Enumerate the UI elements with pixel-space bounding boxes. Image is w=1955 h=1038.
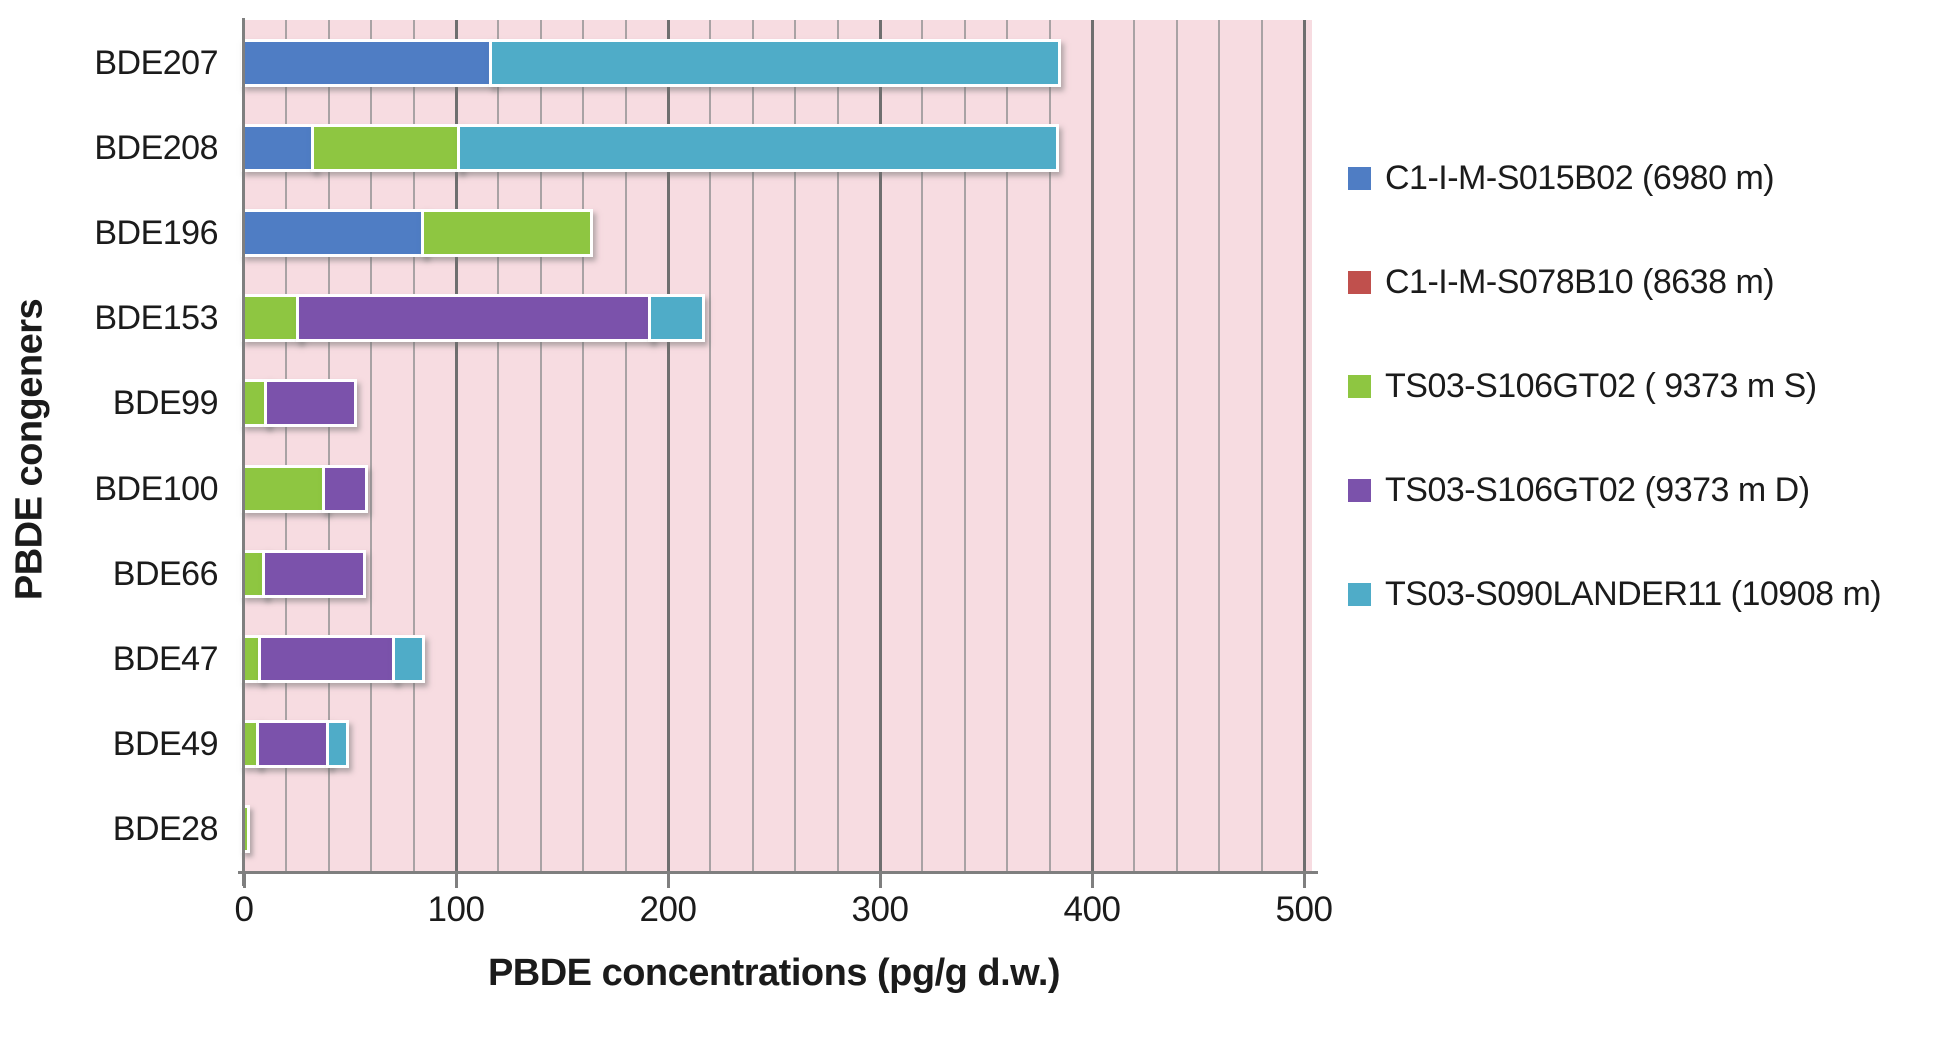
gridline-minor <box>709 20 712 872</box>
legend-item: TS03-S090LANDER11 (10908 m) <box>1348 574 1882 614</box>
gridline-minor <box>836 20 839 872</box>
legend-swatch-icon <box>1348 166 1371 190</box>
gridline-major <box>455 20 458 872</box>
gridline-minor <box>370 20 373 872</box>
x-tick-label-300: 300 <box>851 890 909 929</box>
bar-row-bde66 <box>241 549 1304 598</box>
x-tick-label-0: 0 <box>234 890 254 929</box>
category-label-bde28: BDE28 <box>112 810 219 849</box>
x-tick-label-100: 100 <box>427 890 485 929</box>
bar-segment <box>241 38 496 87</box>
category-label-bde100: BDE100 <box>94 469 218 508</box>
bar-row-bde207 <box>241 38 1304 87</box>
gridline-major <box>879 20 882 872</box>
bar-segment <box>648 294 705 343</box>
category-label-bde49: BDE49 <box>112 725 219 764</box>
bar-row-bde153 <box>241 294 1304 343</box>
bar-segment <box>255 720 332 769</box>
gridline-major <box>1091 20 1094 872</box>
bar-row-bde208 <box>241 123 1304 172</box>
x-tickmark <box>1091 874 1094 888</box>
legend-label: C1-I-M-S015B02 (6980 m) <box>1385 158 1775 197</box>
x-tickmark <box>455 874 458 888</box>
bar-segment <box>421 209 593 257</box>
legend-label: TS03-S106GT02 (9373 m D) <box>1385 470 1810 509</box>
bar-row-bde28 <box>241 805 1304 854</box>
gridline-minor <box>794 20 797 872</box>
legend-item: C1-I-M-S078B10 (8638 m) <box>1348 262 1881 302</box>
bar-segment <box>310 123 464 172</box>
legend: C1-I-M-S015B02 (6980 m) C1-I-M-S078B10 (8… <box>1348 158 1882 614</box>
gridline-major <box>1303 20 1306 872</box>
bar-row-bde49 <box>241 720 1304 769</box>
gridline-minor <box>1006 20 1009 872</box>
bar-segment <box>457 123 1059 172</box>
bar-segment <box>325 720 349 769</box>
legend-swatch-icon <box>1348 478 1371 502</box>
category-label-bde153: BDE153 <box>94 299 218 338</box>
gridline-major <box>667 20 670 872</box>
bar-segment <box>241 464 328 513</box>
gridline-minor <box>285 20 288 872</box>
legend-item: TS03-S106GT02 ( 9373 m S) <box>1348 366 1881 406</box>
gridline-minor <box>582 20 585 872</box>
bar-segment <box>262 549 366 598</box>
legend-label: TS03-S090LANDER11 (10908 m) <box>1385 574 1882 613</box>
bar-row-bde47 <box>241 635 1304 683</box>
x-tick-label-400: 400 <box>1063 890 1121 929</box>
bar-segment <box>241 294 303 343</box>
legend-swatch-icon <box>1348 374 1371 398</box>
legend-item: C1-I-M-S015B02 (6980 m) <box>1348 158 1881 198</box>
bar-segment <box>296 294 655 343</box>
gridline-minor <box>1175 20 1178 872</box>
bar-segment <box>321 464 368 513</box>
x-tick-label-500: 500 <box>1275 890 1333 929</box>
category-label-bde207: BDE207 <box>94 43 218 82</box>
gridline-minor <box>624 20 627 872</box>
y-axis-line <box>242 18 245 886</box>
gridline-minor <box>921 20 924 872</box>
bar-segment <box>489 38 1062 87</box>
gridline-minor <box>1218 20 1221 872</box>
category-label-bde66: BDE66 <box>112 554 219 593</box>
x-axis-line <box>238 871 1318 874</box>
gridline-minor <box>497 20 500 872</box>
legend-label: TS03-S106GT02 ( 9373 m S) <box>1385 366 1817 405</box>
gridline-minor <box>1260 20 1263 872</box>
x-tickmark <box>879 874 882 888</box>
bar-segment <box>241 209 428 257</box>
gridline-minor <box>539 20 542 872</box>
gridline-minor <box>1133 20 1136 872</box>
gridline-minor <box>1048 20 1051 872</box>
x-tickmark <box>1303 874 1306 888</box>
category-label-bde208: BDE208 <box>94 128 218 167</box>
bar-segment <box>264 379 358 428</box>
bar-row-bde196 <box>241 209 1304 257</box>
legend-swatch-icon <box>1348 270 1371 294</box>
gridline-minor <box>963 20 966 872</box>
bar-segment <box>241 123 317 172</box>
plot-area <box>241 20 1306 872</box>
x-tickmark <box>243 874 246 888</box>
legend-item: TS03-S106GT02 (9373 m D) <box>1348 470 1881 510</box>
category-label-bde47: BDE47 <box>112 640 219 678</box>
category-label-bde196: BDE196 <box>94 214 218 252</box>
y-axis-title: PBDE congeners <box>8 298 51 601</box>
x-axis-title: PBDE concentrations (pg/g d.w.) <box>487 952 1061 994</box>
bar-row-bde99 <box>241 379 1304 428</box>
bar-row-bde100 <box>241 464 1304 513</box>
gridline-minor <box>327 20 330 872</box>
x-tick-label-200: 200 <box>639 890 697 929</box>
gridline-minor <box>751 20 754 872</box>
category-label-bde99: BDE99 <box>112 384 219 423</box>
legend-label: C1-I-M-S078B10 (8638 m) <box>1385 262 1775 301</box>
bar-segment <box>391 635 426 683</box>
x-tickmark <box>667 874 670 888</box>
legend-swatch-icon <box>1348 582 1371 606</box>
bar-segment <box>257 635 398 683</box>
gridline-minor <box>412 20 415 872</box>
